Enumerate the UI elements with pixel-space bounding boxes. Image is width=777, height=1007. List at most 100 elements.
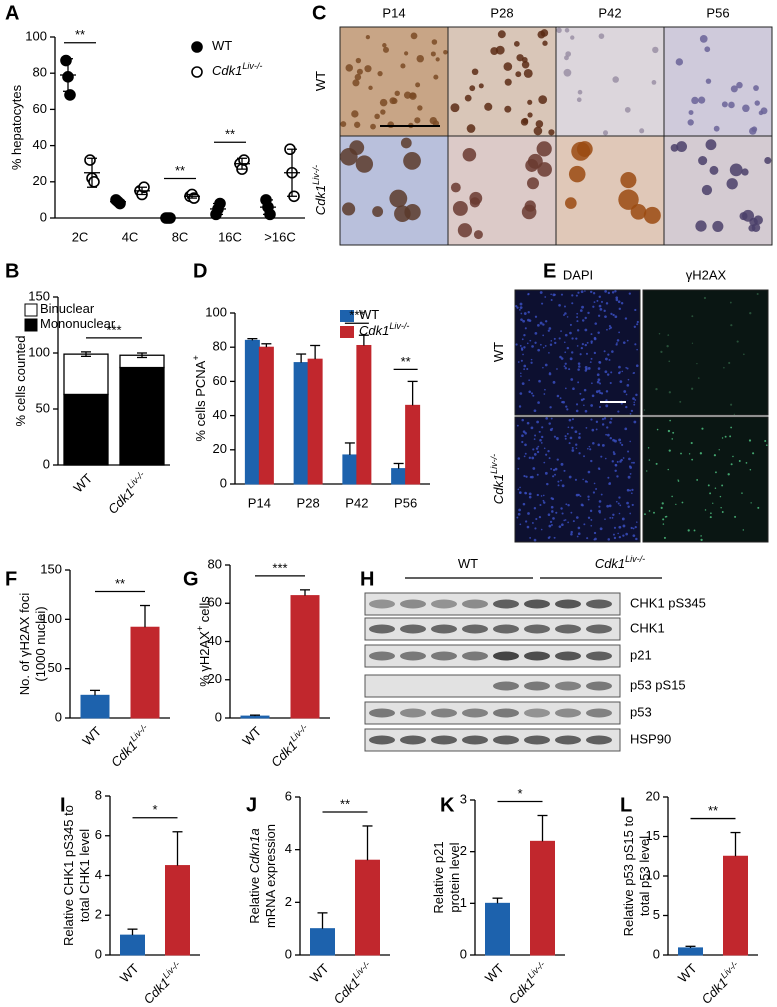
significance-label: **: [401, 354, 411, 369]
nucleus: [698, 155, 708, 166]
label-run: Mononuclear: [40, 316, 116, 331]
nucleus: [552, 475, 555, 478]
significance-label: ***: [272, 560, 287, 575]
nucleus: [593, 531, 597, 535]
y-tick-label: 15: [646, 828, 660, 843]
x-tick-label: Cdk1Liv-/-: [697, 959, 745, 1007]
label-run: Liv-/-: [125, 469, 146, 490]
nucleus: [516, 424, 519, 427]
nucleus: [700, 538, 703, 542]
nucleus: [720, 506, 722, 509]
nucleus: [544, 296, 547, 298]
nucleus: [764, 439, 767, 442]
nucleus: [625, 532, 628, 536]
nucleus: [352, 79, 360, 87]
nucleus: [544, 363, 548, 367]
nucleus: [520, 375, 522, 377]
nucleus: [581, 319, 585, 322]
nucleus: [727, 473, 730, 476]
nucleus: [504, 105, 512, 113]
nucleus: [643, 206, 661, 224]
nucleus: [620, 302, 624, 305]
nucleus: [618, 438, 622, 442]
nucleus: [619, 504, 622, 507]
nucleus: [756, 292, 759, 295]
y-tick-label: 3: [460, 791, 467, 806]
nucleus: [575, 516, 579, 519]
x-tick-label: WT: [240, 724, 265, 749]
nucleus: [527, 112, 533, 118]
nucleus: [714, 487, 717, 489]
nucleus: [633, 401, 636, 404]
nucleus: [576, 316, 579, 319]
nucleus: [579, 392, 582, 395]
blot-band: [369, 708, 395, 718]
label-run: Relative p53 pS15 to: [621, 816, 636, 937]
x-tick-label: WT: [80, 724, 105, 749]
nucleus: [566, 432, 569, 435]
nucleus: [603, 417, 607, 420]
nucleus: [374, 113, 380, 120]
nucleus: [550, 467, 553, 470]
nucleus: [537, 401, 540, 404]
nucleus: [618, 536, 622, 539]
nucleus: [612, 513, 615, 516]
nucleus: [571, 449, 575, 452]
nucleus: [607, 433, 610, 437]
blot-band: [462, 599, 488, 609]
nucleus: [570, 35, 575, 40]
legend-label: Binuclear: [40, 301, 95, 316]
nucleus: [550, 299, 553, 301]
nucleus: [608, 327, 611, 330]
nucleus: [578, 436, 581, 439]
nucleus: [521, 440, 524, 444]
nucleus: [548, 524, 552, 528]
y-tick-label: 0: [95, 946, 102, 961]
nucleus: [608, 482, 611, 486]
nucleus: [586, 537, 589, 540]
panel-letter: G: [183, 568, 199, 590]
band-label: p53 pS15: [630, 677, 686, 692]
label-run: WT: [675, 961, 700, 986]
nucleus: [517, 361, 520, 363]
nucleus: [503, 62, 513, 71]
label-run: Liv-/-: [242, 61, 262, 71]
nucleus: [548, 372, 552, 376]
blot-band: [400, 651, 426, 661]
nucleus: [651, 80, 657, 85]
label-run: WT: [482, 961, 507, 986]
nucleus: [431, 39, 438, 45]
nucleus: [671, 438, 674, 440]
nucleus: [556, 394, 560, 398]
nucleus: [522, 502, 526, 506]
nucleus: [591, 394, 595, 398]
nucleus: [370, 123, 376, 130]
nucleus: [552, 517, 555, 520]
nucleus: [560, 357, 564, 360]
label-run: Cdk1: [359, 323, 389, 338]
nucleus: [566, 408, 569, 411]
nucleus: [616, 460, 619, 463]
nucleus: [679, 400, 682, 403]
nucleus: [545, 417, 548, 420]
fluorescence-image: [514, 289, 641, 416]
nucleus: [542, 334, 545, 337]
nucleus: [696, 479, 699, 481]
nucleus: [593, 301, 596, 304]
bar: [391, 468, 407, 485]
nucleus: [712, 502, 714, 504]
blot-band: [493, 708, 519, 718]
y-tick-label: 2: [285, 894, 292, 909]
nucleus: [617, 502, 620, 505]
nucleus: [555, 511, 558, 514]
nucleus: [588, 445, 591, 448]
significance-label: **: [75, 27, 85, 42]
nucleus: [356, 68, 363, 75]
blot-strip: [364, 617, 621, 641]
nucleus: [563, 519, 566, 522]
nucleus: [527, 512, 530, 515]
bar: [530, 840, 555, 956]
nucleus: [542, 499, 545, 502]
nucleus: [364, 65, 372, 73]
nucleus: [618, 307, 621, 311]
